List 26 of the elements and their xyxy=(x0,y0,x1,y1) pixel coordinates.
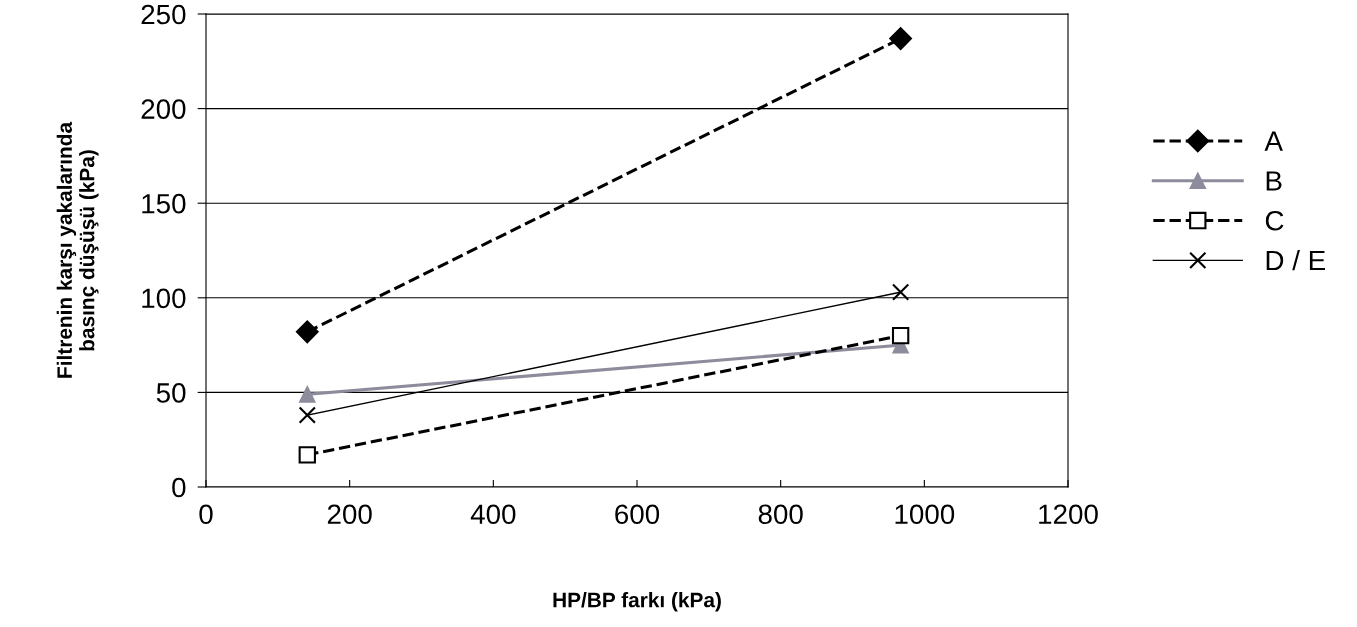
x-axis-title: HP/BP farkı (kPa) xyxy=(553,592,721,612)
y-tick-label: 150 xyxy=(142,193,186,214)
point xyxy=(891,283,910,301)
x-tick-label: 400 xyxy=(470,504,516,525)
point xyxy=(889,27,913,51)
y-tick-label: 0 xyxy=(172,477,186,498)
x-tick-label: 200 xyxy=(327,504,372,525)
point xyxy=(298,446,316,464)
x-tick-label: 800 xyxy=(758,504,803,525)
point xyxy=(891,326,910,345)
legend-label: C xyxy=(1265,210,1284,231)
x-tick-label: 1200 xyxy=(1039,504,1098,525)
x-tick-label: 1000 xyxy=(895,504,955,525)
y-tick-label: 200 xyxy=(141,99,186,119)
legend-label: A xyxy=(1264,131,1283,151)
point xyxy=(298,385,316,403)
point xyxy=(298,406,316,424)
y-axis-title: Filtrenin karşı yakalarında basınç düşüşü (kPa) xyxy=(56,121,99,378)
y-tick-label: 50 xyxy=(156,383,186,403)
x-tick-label: 600 xyxy=(615,504,660,525)
point xyxy=(295,320,319,344)
legend-label: D / E xyxy=(1266,249,1325,271)
y-tick-label: 250 xyxy=(141,4,186,25)
x-tick-label: 0 xyxy=(199,504,213,525)
y-tick-label: 100 xyxy=(142,288,186,309)
legend-label: B xyxy=(1266,171,1282,191)
